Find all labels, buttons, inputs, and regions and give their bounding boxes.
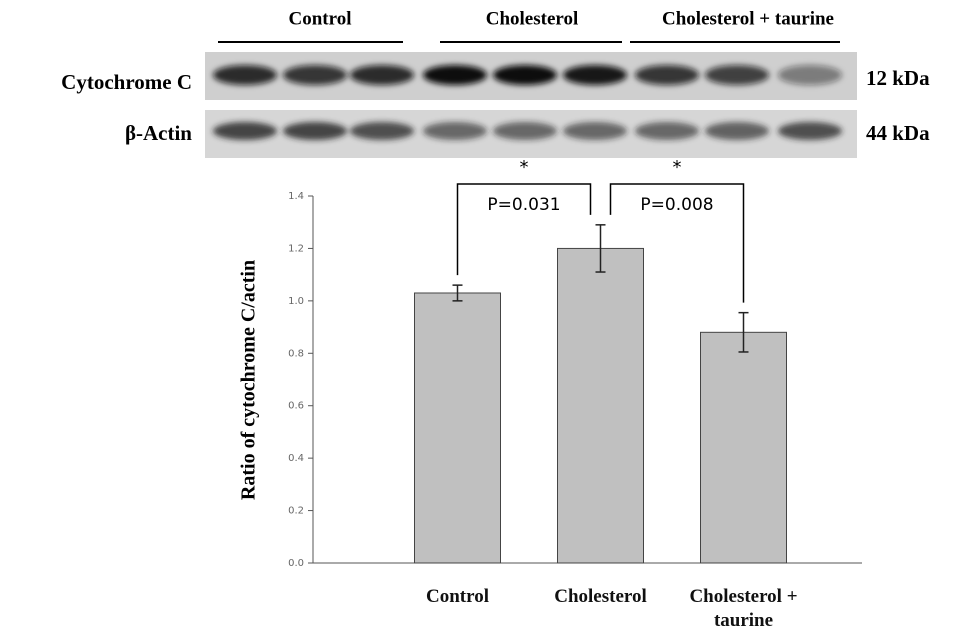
group-label: Cholesterol [486, 8, 579, 29]
p-value: P=0.031 [487, 195, 560, 215]
y-tick-label: 1.2 [288, 243, 304, 254]
x-tick-label: Control [393, 585, 523, 609]
blot-band [423, 65, 487, 85]
significance-star: * [673, 157, 682, 178]
y-axis-label: Ratio of cytochrome C/actin [238, 260, 260, 500]
p-value: P=0.008 [640, 195, 713, 215]
y-tick-label: 0.0 [288, 558, 304, 569]
figure: Control Cholesterol Cholesterol + taurin… [0, 0, 959, 631]
blot-band [423, 122, 487, 140]
blot-band [493, 65, 557, 85]
blot-band [778, 122, 842, 140]
blot-band [283, 65, 347, 85]
blot-band [350, 65, 414, 85]
blot-band [283, 122, 347, 140]
chart: Control Cholesterol Cholesterol + taurin… [0, 0, 959, 631]
group-label: Control [289, 8, 352, 29]
blot-band [635, 65, 699, 85]
blot-band [213, 122, 277, 140]
row-label: β-Actin [125, 121, 192, 145]
blot-band [213, 65, 277, 85]
blot-band [563, 65, 627, 85]
blot-band [778, 65, 842, 85]
bar [558, 248, 644, 563]
blot-band [350, 122, 414, 140]
y-tick-label: 0.8 [288, 348, 304, 359]
bar [701, 332, 787, 563]
group-label: Cholesterol + taurine [662, 8, 834, 29]
blot-band [563, 122, 627, 140]
y-tick-label: 0.4 [288, 453, 304, 464]
y-tick-label: 0.6 [288, 401, 304, 412]
size-label: 44 kDa [866, 121, 930, 145]
x-tick-label: Cholesterol [536, 585, 666, 609]
blot-band [705, 122, 769, 140]
row-label: Cytochrome C [61, 70, 192, 94]
y-tick-label: 1.0 [288, 296, 304, 307]
size-label: 12 kDa [866, 66, 930, 90]
blot-band [635, 122, 699, 140]
bar [415, 293, 501, 563]
x-tick-label: Cholesterol + taurine [679, 585, 809, 631]
blot-band [493, 122, 557, 140]
significance-star: * [520, 157, 529, 178]
y-tick-label: 1.4 [288, 191, 304, 202]
blot-band [705, 65, 769, 85]
y-tick-label: 0.2 [288, 506, 304, 517]
